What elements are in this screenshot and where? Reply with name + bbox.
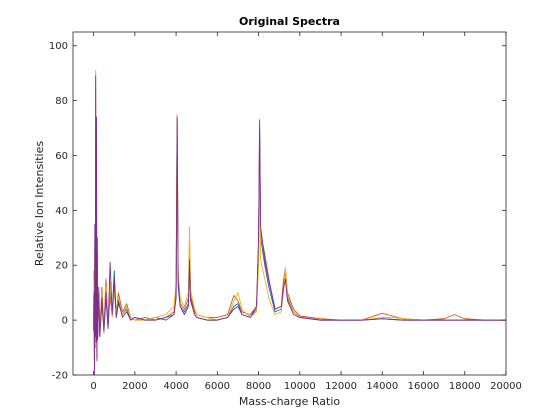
x-tick-label: 12000 (325, 381, 357, 392)
x-tick-label: 6000 (205, 381, 230, 392)
y-tick-label: 80 (55, 96, 68, 107)
plot-area (73, 32, 506, 375)
x-tick-label: 20000 (490, 381, 522, 392)
y-axis-label: Relative Ion Intensities (33, 141, 46, 266)
x-tick-label: 10000 (284, 381, 316, 392)
x-tick-label: 0 (90, 381, 96, 392)
y-tick-label: 40 (55, 206, 68, 217)
plot-box (72, 31, 507, 376)
y-tick-label: 100 (49, 41, 68, 52)
x-tick-label: 18000 (449, 381, 481, 392)
chart-title: Original Spectra (239, 15, 340, 28)
spectrum-line-4 (93, 75, 506, 376)
x-tick-label: 8000 (246, 381, 271, 392)
series-layer (93, 69, 506, 376)
x-tick-label: 2000 (122, 381, 147, 392)
x-tick-label: 14000 (366, 381, 398, 392)
tick-layer: 0 2000 4000 6000 8000 10000 12000 14000 16000 180… (49, 32, 522, 392)
x-tick-label: 16000 (408, 381, 440, 392)
y-tick-label: 20 (55, 261, 68, 272)
x-tick-label: 4000 (163, 381, 188, 392)
x-axis-label: Mass-charge Ratio (239, 395, 341, 408)
y-tick-label: 60 (55, 151, 68, 162)
y-tick-label: 0 (62, 316, 68, 327)
y-tick-label: -20 (52, 371, 68, 382)
